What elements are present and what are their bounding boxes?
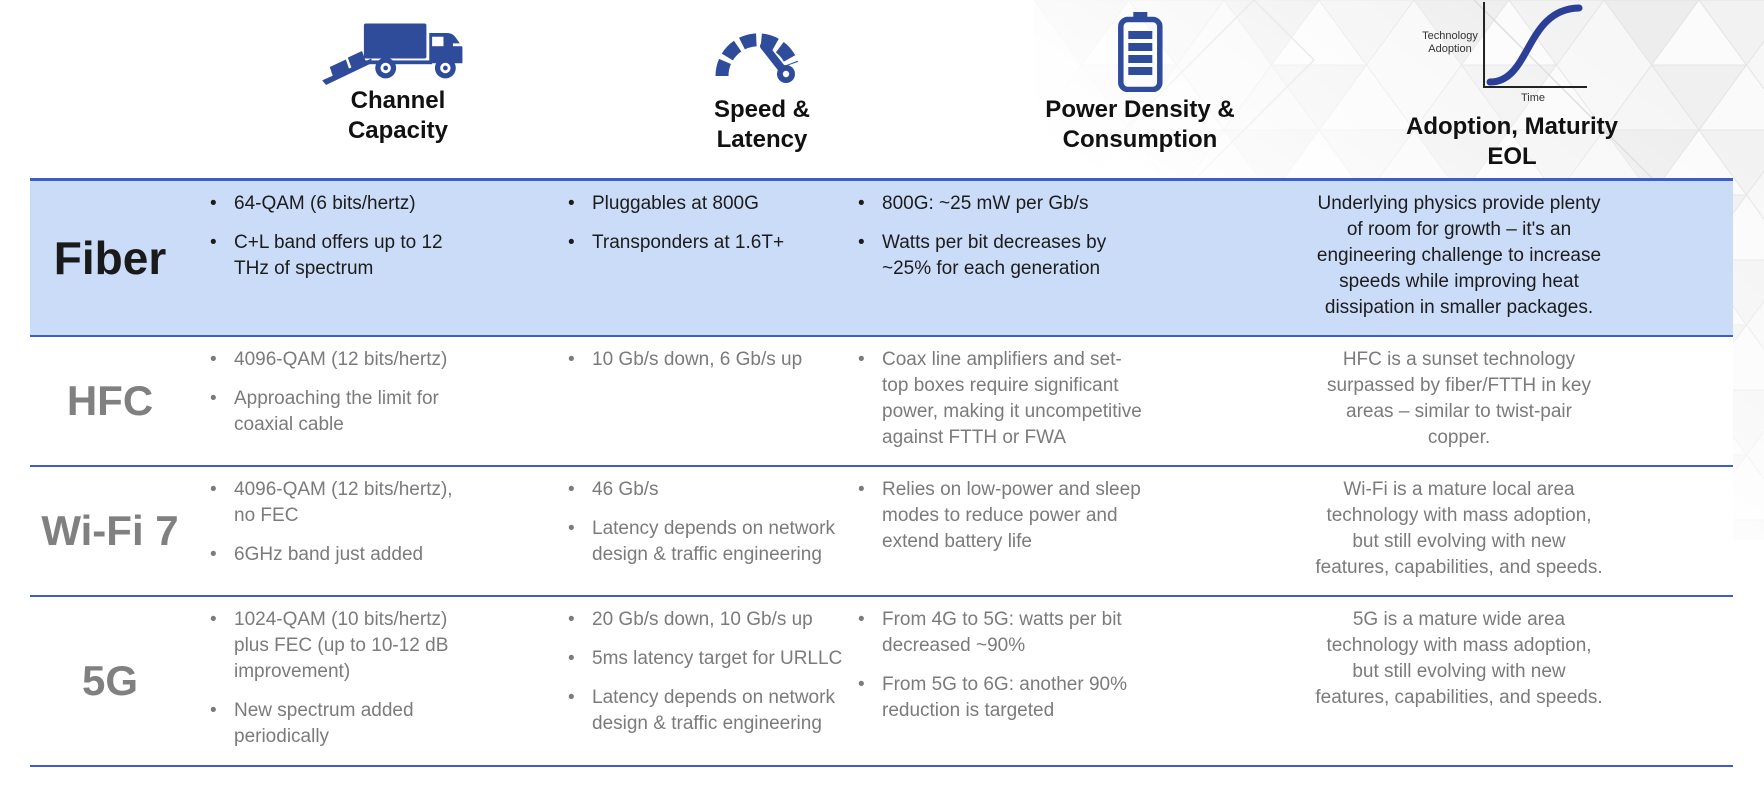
column-header-speed-latency: Speed & Latency [712,0,812,155]
column-header-label: Channel Capacity [347,87,449,144]
column-header-adoption-maturity: Technology Adoption Time Adoption, Matur… [1406,0,1618,172]
bullet-item: 46 Gb/s [566,477,850,503]
bullet-item: 10 Gb/s down, 6 Gb/s up [566,347,850,373]
cell-wifi7-channel-capacity: 4096-QAM (12 bits/hertz), no FEC 6GHz ba… [190,467,560,595]
bullet-item: New spectrum added periodically [208,698,560,750]
bullet-item: 4096-QAM (12 bits/hertz), no FEC [208,477,560,529]
bullet-item: Transponders at 1.6T+ [566,230,850,256]
row-label: 5G [81,657,139,704]
cell-hfc-adoption: HFC is a sunset technology surpassed by … [1327,349,1591,448]
cell-wifi7-speed-latency: 46 Gb/s Latency depends on network desig… [560,467,850,595]
bullet-item: 20 Gb/s down, 10 Gb/s up [566,607,850,633]
bullet-item: 4096-QAM (12 bits/hertz) [208,347,560,373]
s-curve-plot [1483,2,1587,88]
cell-fiber-power: 800G: ~25 mW per Gb/s Watts per bit decr… [850,181,1185,335]
cell-fiber-adoption: Underlying physics provide plenty of roo… [1316,193,1602,318]
row-hfc: HFC 4096-QAM (12 bits/hertz) Approaching… [30,335,1733,465]
row-label-cell: HFC [30,337,190,465]
column-header-power-density: Power Density & Consumption [1045,0,1235,155]
cell-5g-channel-capacity: 1024-QAM (10 bits/hertz) plus FEC (up to… [190,597,560,765]
cell-hfc-speed-latency: 10 Gb/s down, 6 Gb/s up [560,337,850,465]
cell-fiber-channel-capacity: 64-QAM (6 bits/hertz) C+L band offers up… [190,181,560,335]
adoption-chart-xlabel: Time [1520,92,1546,104]
row-5g: 5G 1024-QAM (10 bits/hertz) plus FEC (up… [30,595,1733,767]
bullet-item: From 4G to 5G: watts per bit decreased ~… [856,607,1185,659]
cell-fiber-speed-latency: Pluggables at 800G Transponders at 1.6T+ [560,181,850,335]
row-fiber: Fiber 64-QAM (6 bits/hertz) C+L band off… [30,178,1733,335]
bullet-item: Latency depends on network design & traf… [566,516,850,568]
bullet-item: 64-QAM (6 bits/hertz) [208,191,560,217]
bullet-item: Pluggables at 800G [566,191,850,217]
comparison-table: Fiber 64-QAM (6 bits/hertz) C+L band off… [30,178,1733,767]
adoption-chart-ylabel: Technology Adoption [1422,30,1478,55]
truck-icon [322,14,474,86]
bullet-item: Watts per bit decreases by ~25% for each… [856,230,1185,282]
bullet-item: Coax line amplifiers and set- top boxes … [856,347,1185,451]
row-wifi7: Wi-Fi 7 4096-QAM (12 bits/hertz), no FEC… [30,465,1733,595]
cell-hfc-power: Coax line amplifiers and set- top boxes … [850,337,1185,465]
bullet-item: 6GHz band just added [208,542,560,568]
row-label-cell: Wi-Fi 7 [30,467,190,595]
bullet-item: 800G: ~25 mW per Gb/s [856,191,1185,217]
cell-5g-speed-latency: 20 Gb/s down, 10 Gb/s up 5ms latency tar… [560,597,850,765]
cell-5g-adoption: 5G is a mature wide area technology with… [1315,609,1603,708]
bullet-item: Latency depends on network design & traf… [566,685,850,737]
bullet-item: From 5G to 6G: another 90% reduction is … [856,672,1185,724]
row-label: Fiber [53,232,167,284]
column-header-label: Adoption, Maturity EOL [1406,113,1618,170]
row-label-cell: 5G [30,597,190,765]
cell-wifi7-adoption: Wi-Fi is a mature local area technology … [1315,479,1603,578]
column-header-channel-capacity: Channel Capacity [322,0,474,146]
row-label-cell: Fiber [30,181,190,335]
bullet-item: 1024-QAM (10 bits/hertz) plus FEC (up to… [208,607,560,685]
bullet-item: 5ms latency target for URLLC [566,646,850,672]
bullet-item: Relies on low-power and sleep modes to r… [856,477,1185,555]
column-header-label: Speed & Latency [713,96,811,153]
cell-wifi7-power: Relies on low-power and sleep modes to r… [850,467,1185,595]
bullet-item: Approaching the limit for coaxial cable [208,386,560,438]
row-label: Wi-Fi 7 [41,507,179,554]
bullet-item: C+L band offers up to 12 THz of spectrum [208,230,560,282]
column-header-label: Power Density & Consumption [1045,96,1235,153]
battery-icon [1117,12,1163,92]
adoption-s-curve-icon: Technology Adoption Time [1421,0,1603,108]
cell-5g-power: From 4G to 5G: watts per bit decreased ~… [850,597,1185,765]
speedometer-icon [712,20,812,86]
cell-hfc-channel-capacity: 4096-QAM (12 bits/hertz) Approaching the… [190,337,560,465]
row-label: HFC [66,377,154,424]
